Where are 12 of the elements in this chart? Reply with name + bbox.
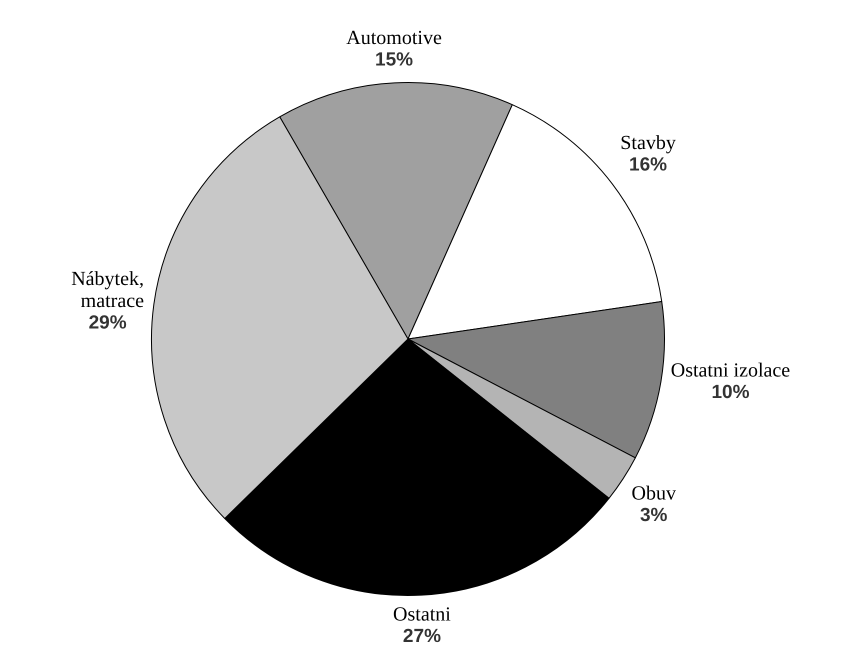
slice-label: Ostatni	[393, 603, 452, 626]
slice-label: Obuv	[632, 482, 676, 504]
data-label: 10%	[711, 382, 750, 404]
data-label: 3%	[640, 504, 668, 526]
data-label: 16%	[629, 154, 668, 176]
slice-label: Stavby	[620, 132, 676, 154]
data-label: 29%	[88, 312, 127, 334]
slice-label: Nábytek, matrace	[71, 268, 144, 312]
slice-label: Ostatni izolace	[670, 360, 790, 382]
slice-label: Automotive	[346, 27, 442, 50]
data-label: 27%	[402, 626, 442, 647]
data-label: 15%	[375, 50, 414, 71]
